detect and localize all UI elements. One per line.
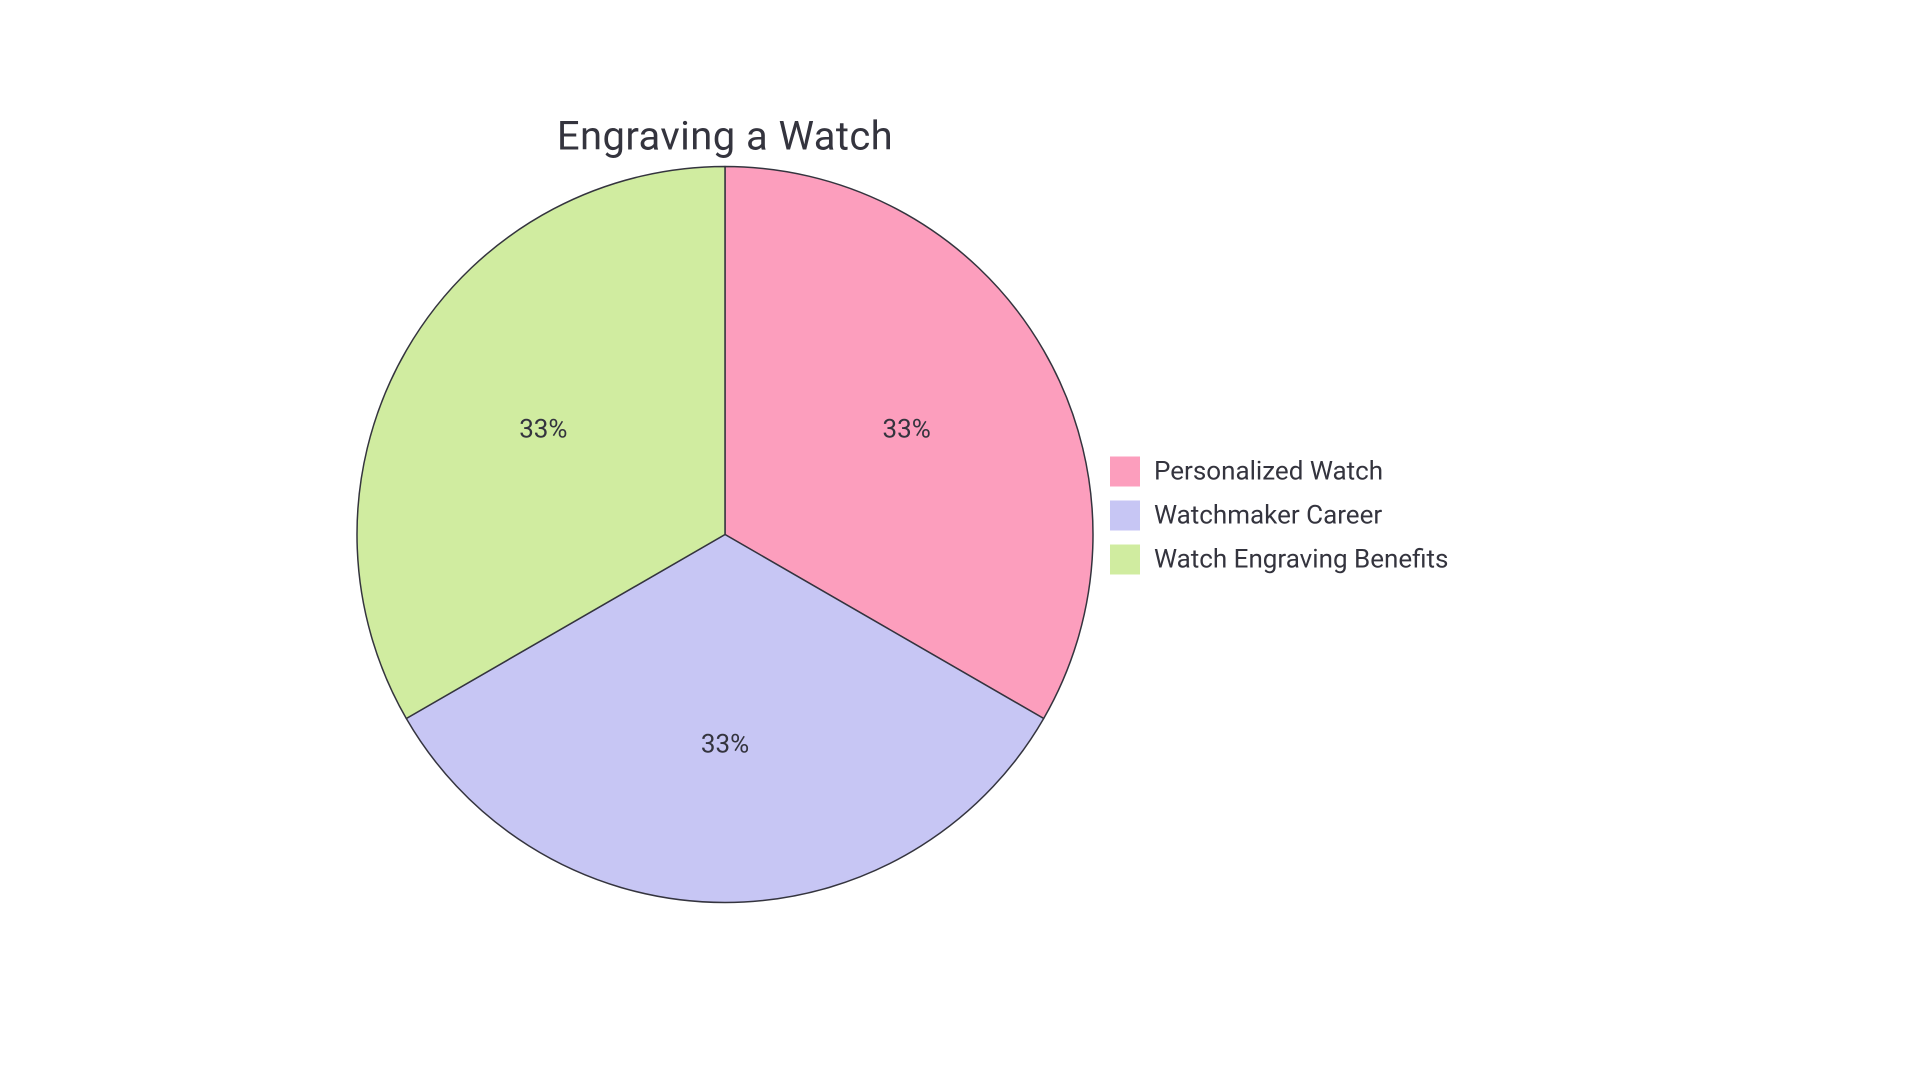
legend-item: Watch Engraving Benefits <box>1110 545 1448 575</box>
legend: Personalized Watch Watchmaker Career Watch… <box>1110 457 1448 575</box>
legend-label: Watchmaker Career <box>1154 501 1382 531</box>
legend-swatch <box>1110 545 1140 575</box>
pie-svg <box>204 115 1716 966</box>
slice-percent-label: 33% <box>519 415 567 445</box>
legend-label: Personalized Watch <box>1154 457 1383 487</box>
slice-percent-label: 33% <box>701 729 749 759</box>
legend-swatch <box>1110 501 1140 531</box>
pie-container <box>204 115 1716 966</box>
slice-percent-label: 33% <box>883 415 931 445</box>
legend-item: Personalized Watch <box>1110 457 1448 487</box>
legend-label: Watch Engraving Benefits <box>1154 545 1448 575</box>
legend-item: Watchmaker Career <box>1110 501 1448 531</box>
legend-swatch <box>1110 457 1140 487</box>
pie-chart: Engraving a Watch Personalized WatchWatc… <box>204 115 1716 966</box>
